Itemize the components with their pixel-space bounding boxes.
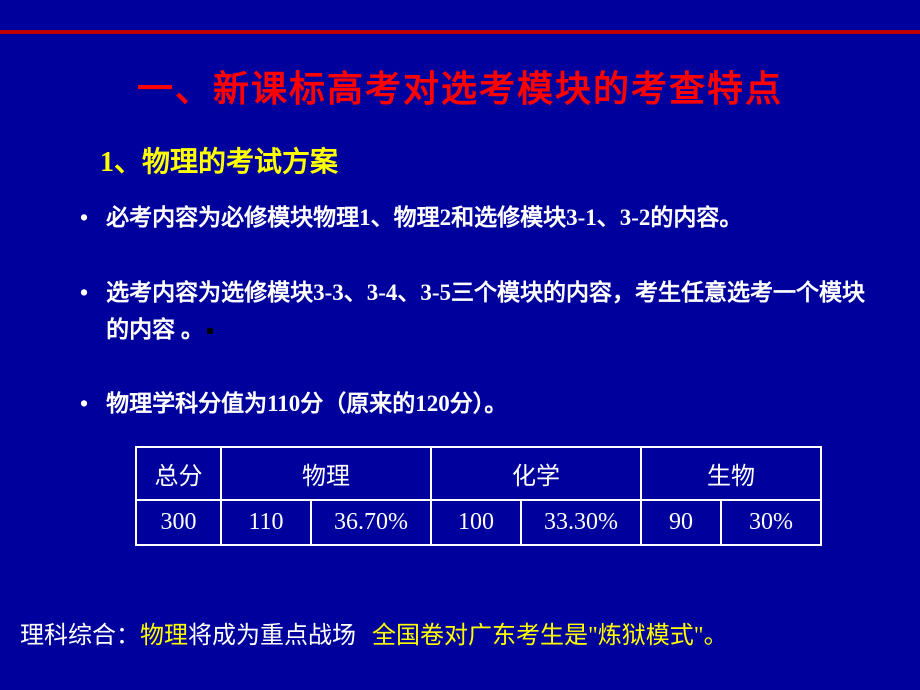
- bullet-item-3: • 物理学科分值为110分（原来的120分）。: [50, 386, 870, 423]
- footer-part2-rest: 将成为重点战场: [188, 623, 356, 649]
- table-data-row: 300 110 36.70% 100 33.30% 90 30%: [136, 500, 821, 545]
- score-table-container: 总分 物理 化学 生物 300 110 36.70% 100 33.30% 90…: [135, 446, 870, 546]
- slide-subtitle: 1、物理的考试方案: [100, 140, 920, 180]
- cell-physics-score: 110: [221, 500, 311, 545]
- bullet-item-2: • 选考内容为选修模块3-3、3-4、3-5三个模块的内容，考生任意选考一个模块…: [50, 275, 870, 349]
- table-header-row: 总分 物理 化学 生物: [136, 447, 821, 500]
- cell-physics-pct: 36.70%: [311, 500, 431, 545]
- header-physics: 物理: [221, 447, 431, 500]
- cell-total: 300: [136, 500, 221, 545]
- bullet-marker: •: [80, 275, 88, 349]
- cell-biology-pct: 30%: [721, 500, 821, 545]
- bullet-text-1: 必考内容为必修模块物理1、物理2和选修模块3-1、3-2的内容。: [106, 200, 870, 237]
- slide-title: 一、新课标高考对选考模块的考查特点: [0, 0, 920, 112]
- header-chemistry: 化学: [431, 447, 641, 500]
- black-dot-icon: [207, 328, 213, 334]
- cell-biology-score: 90: [641, 500, 721, 545]
- header-total: 总分: [136, 447, 221, 500]
- bullet-text-2: 选考内容为选修模块3-3、3-4、3-5三个模块的内容，考生任意选考一个模块的内…: [106, 275, 870, 349]
- bullet-marker: •: [80, 200, 88, 237]
- top-border-line: [0, 30, 920, 34]
- cell-chemistry-pct: 33.30%: [521, 500, 641, 545]
- content-area: • 必考内容为必修模块物理1、物理2和选修模块3-1、3-2的内容。 • 选考内…: [0, 180, 920, 546]
- footer-part3: 全国卷对广东考生是"炼狱模式"。: [372, 623, 728, 649]
- bullet-item-1: • 必考内容为必修模块物理1、物理2和选修模块3-1、3-2的内容。: [50, 200, 870, 237]
- header-biology: 生物: [641, 447, 821, 500]
- footer-part2-highlight: 物理: [140, 623, 188, 649]
- bullet-marker: •: [80, 386, 88, 423]
- bullet-text-3: 物理学科分值为110分（原来的120分）。: [106, 386, 870, 423]
- footer-text: 理科综合：物理将成为重点战场 全国卷对广东考生是"炼狱模式"。: [20, 615, 728, 650]
- footer-part1: 理科综合：: [20, 623, 140, 649]
- cell-chemistry-score: 100: [431, 500, 521, 545]
- score-table: 总分 物理 化学 生物 300 110 36.70% 100 33.30% 90…: [135, 446, 822, 546]
